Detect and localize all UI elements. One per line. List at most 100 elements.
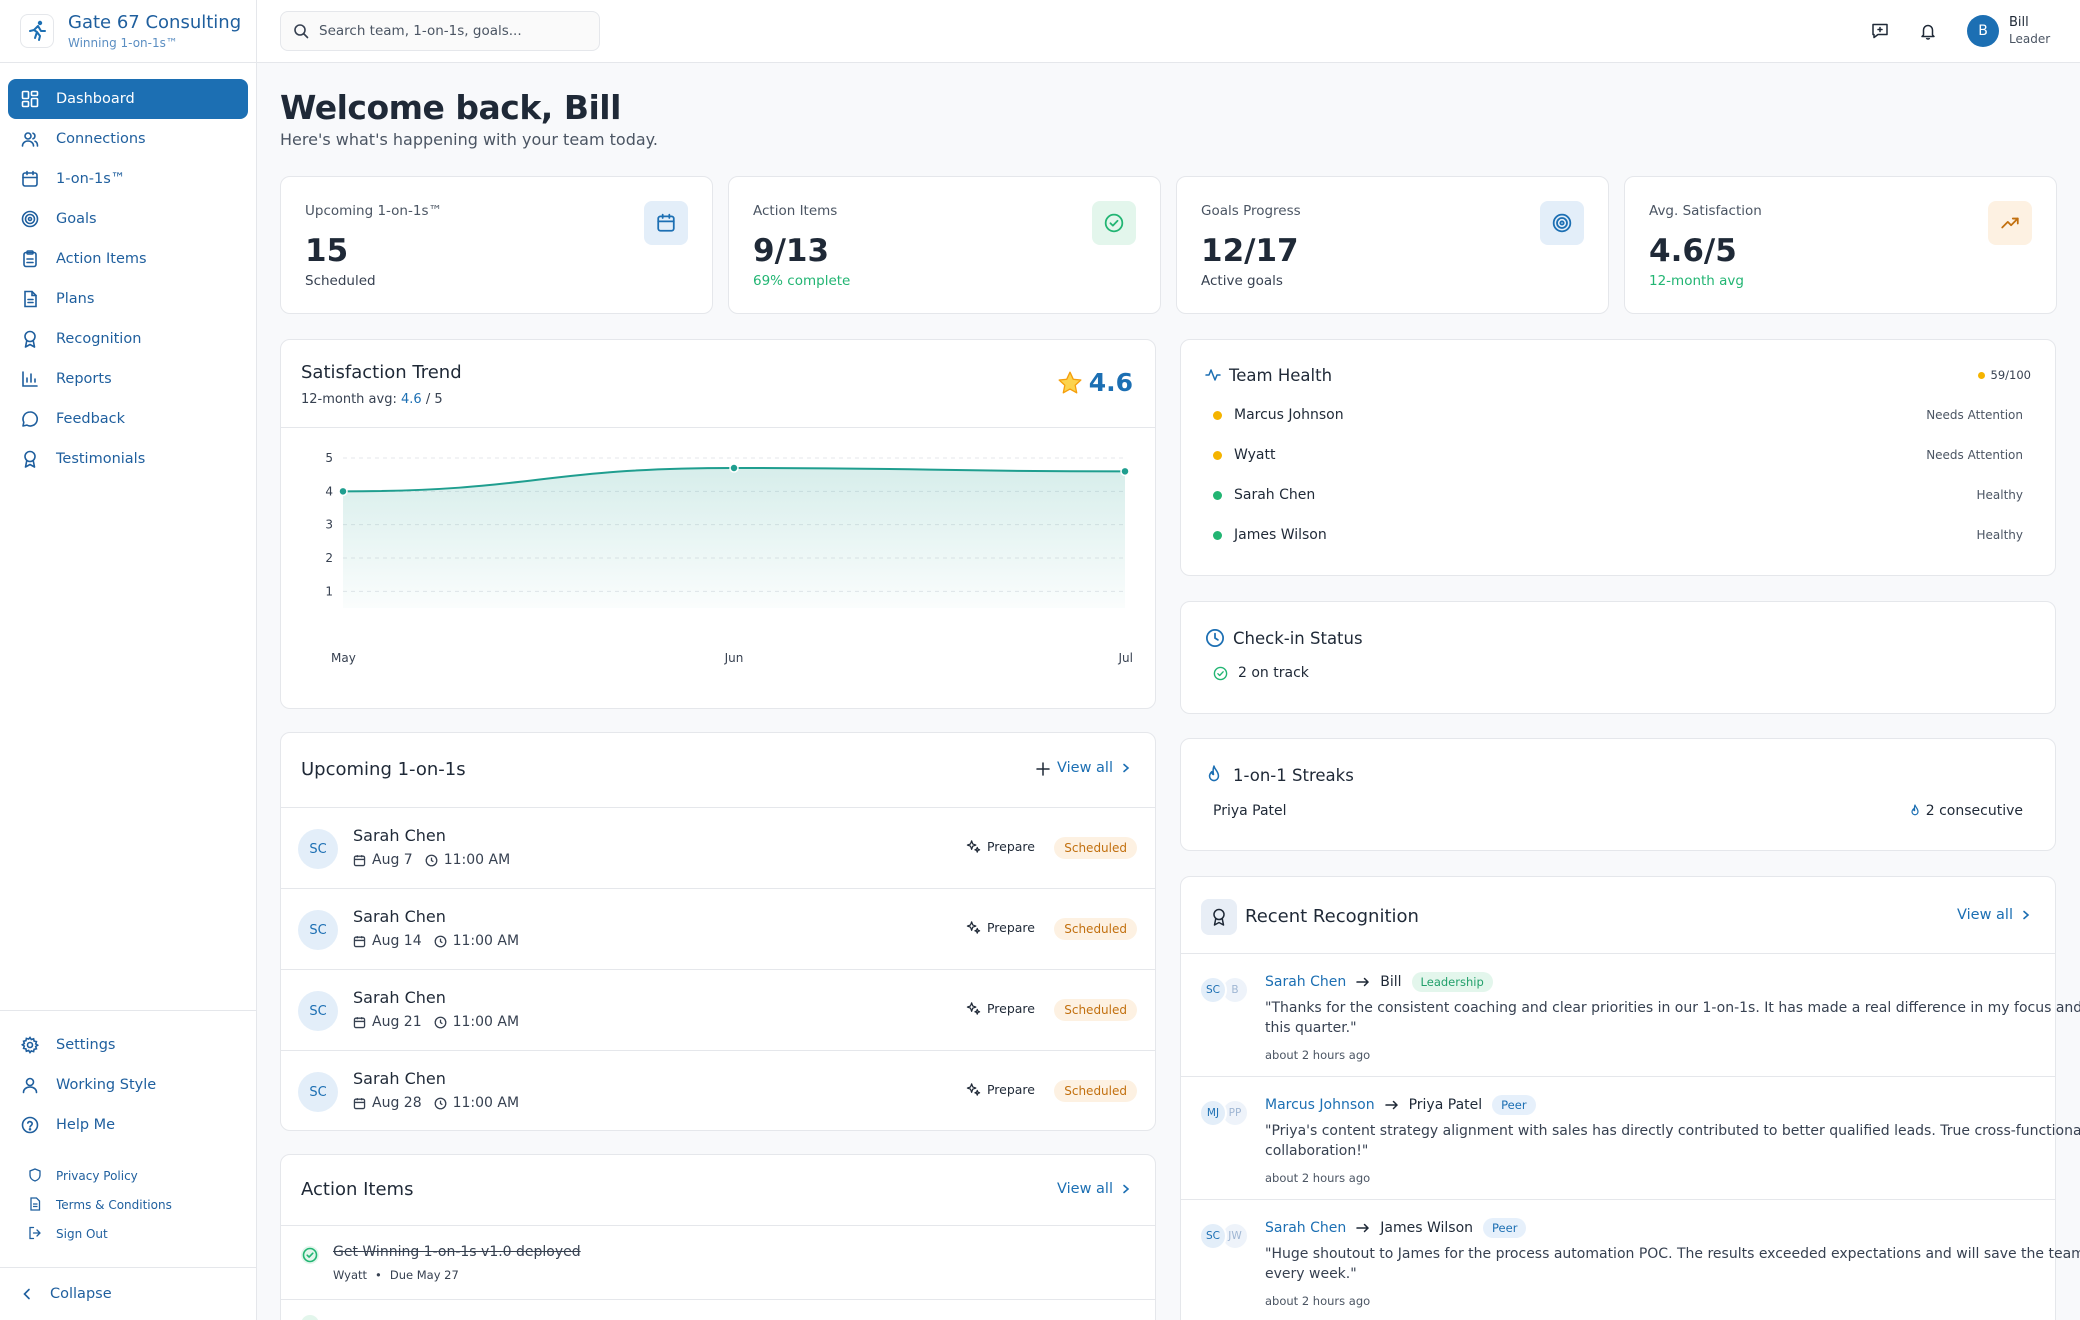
team-member-row[interactable]: Marcus Johnson Needs Attention xyxy=(1181,395,2055,435)
satisfaction-trend-card: Satisfaction Trend 12-month avg: 4.6 / 5… xyxy=(280,339,1156,709)
recognition-item[interactable]: JW SC Sarah Chen James Wilson Peer "Huge… xyxy=(1181,1199,2080,1320)
list-item[interactable]: Get Winning 1-on-1s v1.0 deployed Wyatt … xyxy=(281,1225,1155,1299)
list-item[interactable]: SC Sarah Chen Aug 7 11:00 AM Prepare Sch… xyxy=(281,807,1155,888)
row-name: Sarah Chen xyxy=(353,1069,446,1088)
recognition-to: Bill xyxy=(1380,974,1402,990)
prepare-label: Prepare xyxy=(986,920,1035,935)
nav-item-settings[interactable]: Settings xyxy=(8,1025,248,1065)
recognition-item[interactable]: PP MJ Marcus Johnson Priya Patel Peer "P… xyxy=(1181,1076,2080,1199)
prepare-button[interactable]: Prepare xyxy=(966,1001,1035,1016)
avatar: SC xyxy=(1199,976,1227,1004)
y-tick-label: 5 xyxy=(325,451,333,465)
recognition-header: Sarah Chen James Wilson Peer xyxy=(1265,1218,1527,1238)
sign-out-link[interactable]: Sign Out xyxy=(16,1219,240,1248)
streak-count: 2 consecutive xyxy=(1909,803,2023,819)
nav-item-1on1s[interactable]: 1-on-1s™ xyxy=(8,159,248,199)
target-icon xyxy=(20,209,40,229)
stat-card-upcoming[interactable]: Upcoming 1-on-1s™ 15 Scheduled xyxy=(280,176,713,314)
topbar: B Bill Leader xyxy=(257,0,2080,63)
nav-item-recognition[interactable]: Recognition xyxy=(8,319,248,359)
team-member-row[interactable]: James Wilson Healthy xyxy=(1181,515,2055,555)
legal-links: Privacy Policy Terms & Conditions Sign O… xyxy=(8,1145,248,1248)
award-icon xyxy=(20,329,40,349)
nav-item-working-style[interactable]: Working Style xyxy=(8,1065,248,1105)
collapse-button[interactable]: Collapse xyxy=(0,1267,256,1320)
y-tick-label: 3 xyxy=(325,518,333,532)
status-badge: Scheduled xyxy=(1054,1080,1137,1102)
row-name: Sarah Chen xyxy=(353,826,446,845)
stat-card-action-items[interactable]: Action Items 9/13 69% complete xyxy=(728,176,1161,314)
nav-item-reports[interactable]: Reports xyxy=(8,359,248,399)
check-circle-icon[interactable] xyxy=(301,1246,319,1264)
stat-card-goals[interactable]: Goals Progress 12/17 Active goals xyxy=(1176,176,1609,314)
list-item[interactable]: SC Sarah Chen Aug 21 11:00 AM Prepare Sc… xyxy=(281,969,1155,1050)
data-point[interactable] xyxy=(1120,466,1130,477)
add-icon[interactable] xyxy=(1035,761,1051,777)
chevron-right-icon xyxy=(2021,910,2031,920)
prepare-button[interactable]: Prepare xyxy=(966,920,1035,935)
message-icon xyxy=(20,409,40,429)
card-title: Recent Recognition xyxy=(1245,906,1419,927)
stat-label: Upcoming 1-on-1s™ xyxy=(305,203,442,219)
chevron-right-icon xyxy=(1121,1184,1131,1194)
data-point[interactable] xyxy=(729,463,739,473)
search-box[interactable] xyxy=(280,11,600,51)
member-name: James Wilson xyxy=(1234,527,1327,543)
recognition-time: about 2 hours ago xyxy=(1265,1048,1371,1062)
x-tick-label: Jul xyxy=(1118,651,1133,665)
check-circle-icon xyxy=(1092,201,1136,245)
member-name: Wyatt xyxy=(1234,447,1276,463)
check-circle-icon[interactable] xyxy=(301,1315,319,1320)
prepare-label: Prepare xyxy=(986,1082,1035,1097)
stat-label: Goals Progress xyxy=(1201,203,1301,219)
calendar-icon xyxy=(353,1097,366,1110)
nav-item-goals[interactable]: Goals xyxy=(8,199,248,239)
view-all-link[interactable]: View all xyxy=(1057,1181,1131,1197)
brand-name: Gate 67 Consulting xyxy=(68,12,242,33)
nav-item-feedback[interactable]: Feedback xyxy=(8,399,248,439)
recognition-from[interactable]: Marcus Johnson xyxy=(1265,1097,1375,1113)
nav-item-dashboard[interactable]: Dashboard xyxy=(8,79,248,119)
privacy-policy-link[interactable]: Privacy Policy xyxy=(16,1161,240,1190)
search-input[interactable] xyxy=(319,23,589,39)
nav-item-help[interactable]: Help Me xyxy=(8,1105,248,1145)
terms-link[interactable]: Terms & Conditions xyxy=(16,1190,240,1219)
stat-label: Avg. Satisfaction xyxy=(1649,203,1762,219)
main-nav: Dashboard Connections 1-on-1s™ Goals Act… xyxy=(0,63,256,479)
nav-item-plans[interactable]: Plans xyxy=(8,279,248,319)
list-item[interactable]: SC Sarah Chen Aug 14 11:00 AM Prepare Sc… xyxy=(281,888,1155,969)
brand[interactable]: Gate 67 Consulting Winning 1-on-1s™ xyxy=(0,0,256,63)
team-member-row[interactable]: Wyatt Needs Attention xyxy=(1181,435,2055,475)
user-menu[interactable]: B Bill Leader xyxy=(1967,15,2050,47)
card-header: Satisfaction Trend 12-month avg: 4.6 / 5… xyxy=(281,340,1155,428)
sparkles-icon xyxy=(966,839,981,854)
nav-label: Help Me xyxy=(56,1117,116,1133)
recognition-item[interactable]: B SC Sarah Chen Bill Leadership "Thanks … xyxy=(1181,953,2080,1076)
team-member-row[interactable]: Sarah Chen Healthy xyxy=(1181,475,2055,515)
avatar-pair: B SC xyxy=(1199,976,1253,1004)
trend-sub-value: 4.6 xyxy=(401,392,422,407)
nav-item-testimonials[interactable]: Testimonials xyxy=(8,439,248,479)
recognition-quote: "Priya's content strategy alignment with… xyxy=(1265,1123,2080,1159)
stat-card-satisfaction[interactable]: Avg. Satisfaction 4.6/5 12-month avg xyxy=(1624,176,2057,314)
separator: • xyxy=(375,1268,382,1282)
brand-tagline: Winning 1-on-1s™ xyxy=(68,36,178,50)
target-icon xyxy=(1540,201,1584,245)
arrow-right-icon xyxy=(1356,1223,1370,1233)
nav-item-connections[interactable]: Connections xyxy=(8,119,248,159)
data-point[interactable] xyxy=(338,486,348,497)
list-item[interactable]: SC Sarah Chen Aug 28 11:00 AM Prepare Sc… xyxy=(281,1050,1155,1131)
card-title: 1-on-1 Streaks xyxy=(1233,766,1354,785)
prepare-button[interactable]: Prepare xyxy=(966,1082,1035,1097)
messages-icon[interactable] xyxy=(1869,20,1891,42)
prepare-button[interactable]: Prepare xyxy=(966,839,1035,854)
view-all-link[interactable]: View all xyxy=(1057,760,1131,776)
recognition-from[interactable]: Sarah Chen xyxy=(1265,1220,1347,1236)
view-all-link[interactable]: View all xyxy=(1957,907,2031,923)
bell-icon[interactable] xyxy=(1917,20,1939,42)
nav-item-action-items[interactable]: Action Items xyxy=(8,239,248,279)
clock-icon xyxy=(425,854,438,867)
sparkles-icon xyxy=(966,1001,981,1016)
y-tick-label: 1 xyxy=(325,584,333,598)
recognition-from[interactable]: Sarah Chen xyxy=(1265,974,1347,990)
